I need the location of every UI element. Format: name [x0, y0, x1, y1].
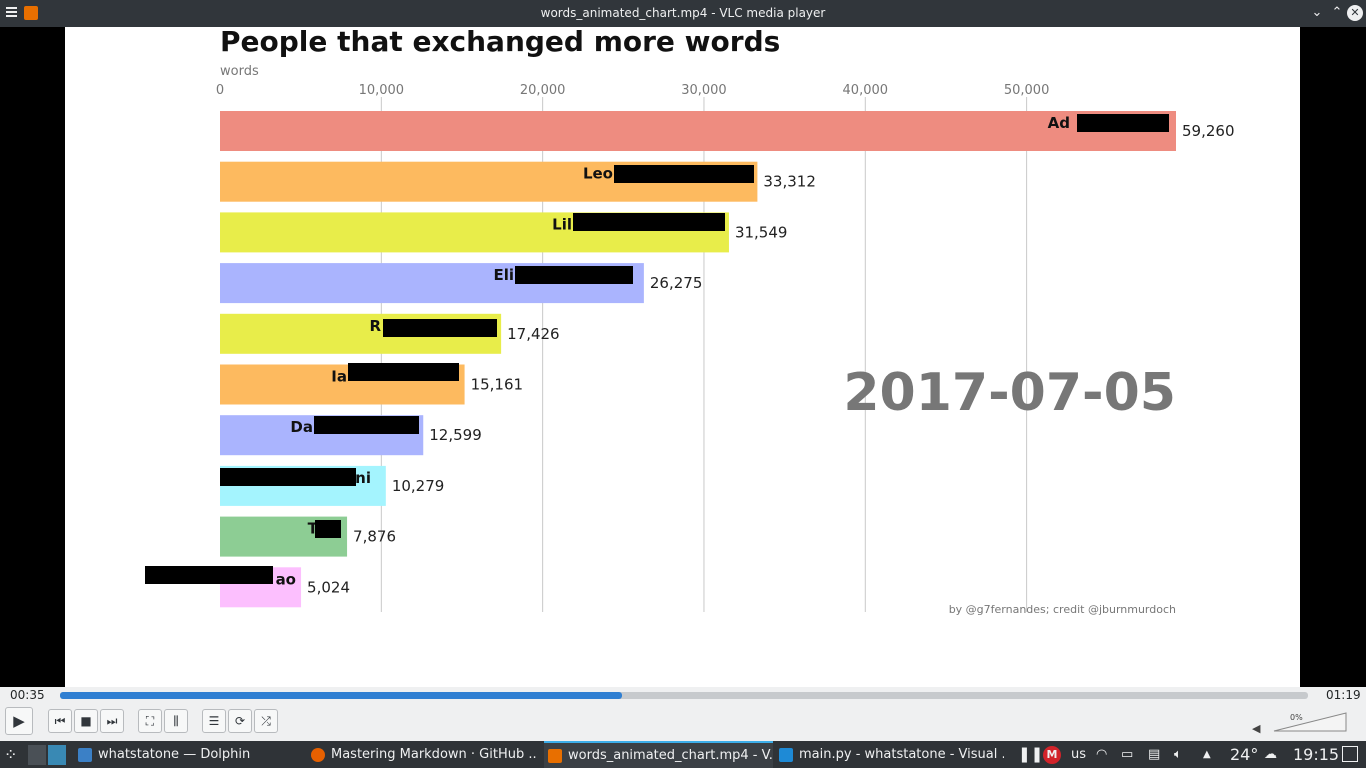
volume-level: 0%	[1290, 713, 1303, 722]
redaction-box	[383, 319, 497, 337]
play-button[interactable]: ▶	[5, 707, 33, 735]
close-button[interactable]: ✕	[1347, 5, 1363, 21]
clipboard-icon[interactable]: ▤	[1148, 747, 1161, 762]
speaker-muted-icon[interactable]: ◀	[1252, 722, 1261, 735]
volume-tray-icon[interactable]: 🔈︎	[1174, 747, 1182, 762]
pager[interactable]	[28, 741, 68, 768]
bar-name-label: Lil	[552, 215, 572, 233]
bar-value-label: 12,599	[429, 426, 482, 444]
wifi-icon[interactable]: ◠	[1096, 747, 1108, 762]
bar-value-label: 10,279	[392, 477, 445, 495]
window-title: words_animated_chart.mp4 - VLC media pla…	[540, 6, 826, 20]
task-dolphin[interactable]: whatstatone — Dolphin	[78, 741, 303, 768]
redaction-box	[145, 566, 273, 584]
playlist-button[interactable]: ☰	[202, 709, 226, 733]
redaction-box	[614, 165, 754, 183]
bar-value-label: 31,549	[735, 223, 788, 241]
x-tick-label: 40,000	[843, 83, 889, 98]
application-launcher-icon[interactable]: ⁘	[4, 745, 18, 764]
expand-tray-icon[interactable]: ▲	[1203, 749, 1211, 760]
bar	[220, 111, 1176, 151]
bar-name-label: Eli	[493, 266, 514, 284]
clock[interactable]: 19:15	[1293, 745, 1340, 764]
next-button[interactable]: ⏭	[100, 709, 124, 733]
volume-slider[interactable]	[1272, 711, 1348, 733]
x-tick-label: 50,000	[1004, 83, 1050, 98]
window-menu-icon[interactable]	[6, 7, 17, 18]
date-label: 2017-07-05	[843, 363, 1176, 423]
x-tick-label: 30,000	[681, 83, 727, 98]
x-axis-label: words	[220, 64, 259, 79]
firefox-icon	[311, 747, 325, 762]
bar-value-label: 15,161	[471, 376, 524, 394]
mega-sync-icon[interactable]: M	[1043, 746, 1061, 764]
x-tick-label: 10,000	[359, 83, 405, 98]
bar-chart-race: People that exchanged more words words 0 10…	[145, 27, 1235, 616]
bar-value-label: 7,876	[353, 528, 396, 546]
random-button[interactable]: ⤮	[254, 709, 278, 733]
vscode-icon	[779, 747, 793, 762]
redaction-box	[515, 266, 633, 284]
weather-icon[interactable]: ☁︎	[1264, 747, 1277, 762]
loop-button[interactable]: ⟳	[228, 709, 252, 733]
previous-button[interactable]: ⏮	[48, 709, 72, 733]
redaction-box	[315, 520, 341, 538]
video-frame: People that exchanged more words words 0 10…	[65, 27, 1300, 687]
extended-settings-button[interactable]: ⫼	[164, 709, 188, 733]
keyboard-layout[interactable]: us	[1071, 747, 1087, 762]
taskbar: ⁘ whatstatone — Dolphin Mastering Markdo…	[0, 741, 1366, 768]
x-tick-label: 20,000	[520, 83, 566, 98]
bar-name-label: R	[369, 317, 381, 335]
bar-value-label: 33,312	[763, 173, 816, 191]
task-vlc[interactable]: words_animated_chart.mp4 - V...	[544, 741, 773, 768]
maximize-button[interactable]: ⌃	[1331, 5, 1343, 20]
bar-value-label: 17,426	[507, 325, 560, 343]
bar-value-label: 59,260	[1182, 122, 1235, 140]
vlc-app-icon	[24, 6, 38, 20]
task-vscode[interactable]: main.py - whatstatone - Visual ...	[779, 741, 1004, 768]
bar-value-label: 26,275	[650, 274, 703, 292]
total-time: 01:19	[1326, 688, 1361, 702]
folder-icon	[78, 747, 92, 762]
seek-progress	[60, 692, 622, 699]
bar-name-label: Da	[290, 418, 313, 436]
battery-icon[interactable]: ▭	[1121, 747, 1134, 762]
fullscreen-button[interactable]: ⛶	[138, 709, 162, 733]
bar-name-label: ao	[276, 570, 296, 588]
redaction-box	[1077, 114, 1169, 132]
redaction-box	[573, 213, 725, 231]
stop-button[interactable]: ■	[74, 709, 98, 733]
vlc-icon	[548, 748, 562, 763]
pause-media-icon[interactable]: ❚❚	[1018, 745, 1044, 763]
minimize-button[interactable]: ⌄	[1311, 5, 1323, 20]
elapsed-time: 00:35	[10, 688, 45, 702]
chart-title: People that exchanged more words	[220, 27, 780, 58]
credit-text: by @g7fernandes; credit @jburnmurdoch	[949, 603, 1176, 616]
seek-slider[interactable]	[60, 692, 1308, 699]
player-controls: 00:35 01:19 ▶ ⏮ ■ ⏭ ⛶ ⫼ ☰ ⟳ ⤮ ◀ 0%	[0, 687, 1366, 741]
task-firefox[interactable]: Mastering Markdown · GitHub ...	[311, 741, 536, 768]
temperature[interactable]: 24°	[1230, 745, 1259, 764]
bar-name-label: Ad	[1048, 114, 1070, 132]
redaction-box	[314, 416, 419, 434]
redaction-box	[220, 468, 356, 486]
title-bar: words_animated_chart.mp4 - VLC media pla…	[0, 0, 1366, 27]
show-desktop-icon[interactable]	[1342, 746, 1358, 762]
bar-name-label: Leo	[583, 165, 613, 183]
bar-name-label: Ia	[331, 368, 347, 386]
video-area[interactable]: People that exchanged more words words 0 10…	[0, 27, 1366, 687]
bar-value-label: 5,024	[307, 578, 350, 596]
redaction-box	[348, 363, 459, 381]
x-tick-label: 0	[216, 83, 224, 98]
